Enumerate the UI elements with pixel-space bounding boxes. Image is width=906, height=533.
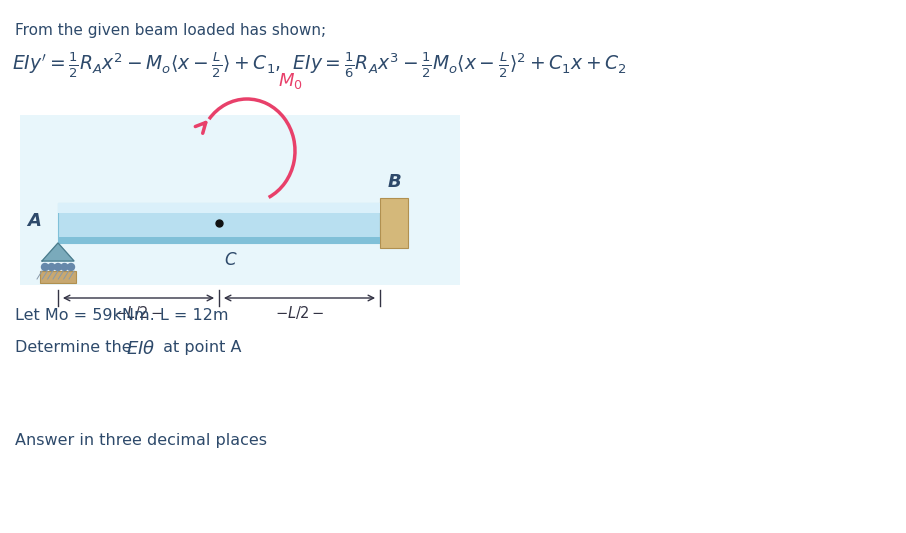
- Text: A: A: [27, 212, 41, 230]
- Bar: [58, 237, 380, 243]
- Text: $EIy' = \frac{1}{2}R_A x^2 - M_o\langle x - \frac{L}{2}\rangle + C_1$,  $EIy = \: $EIy' = \frac{1}{2}R_A x^2 - M_o\langle …: [12, 51, 627, 80]
- Polygon shape: [42, 243, 74, 261]
- Bar: [20, 115, 460, 285]
- Circle shape: [68, 263, 74, 271]
- Text: B: B: [387, 173, 400, 191]
- Text: $-L/2-$: $-L/2-$: [275, 304, 324, 321]
- Circle shape: [61, 263, 68, 271]
- Circle shape: [54, 263, 62, 271]
- Text: $-L/2-$: $-L/2-$: [113, 304, 163, 321]
- Bar: [380, 198, 408, 248]
- Bar: [58, 203, 380, 243]
- Text: $EI\theta$: $EI\theta$: [126, 340, 155, 358]
- Circle shape: [42, 263, 49, 271]
- Text: Determine the: Determine the: [15, 340, 137, 355]
- Text: at point A: at point A: [158, 340, 242, 355]
- Circle shape: [48, 263, 55, 271]
- Text: Let Mo = 59kNm. L = 12m: Let Mo = 59kNm. L = 12m: [15, 308, 228, 323]
- Text: Answer in three decimal places: Answer in three decimal places: [15, 433, 267, 448]
- Text: From the given beam loaded has shown;: From the given beam loaded has shown;: [15, 23, 326, 38]
- Bar: [40, 271, 76, 283]
- Text: $M_0$: $M_0$: [277, 71, 303, 91]
- Text: C: C: [224, 251, 236, 269]
- Bar: [58, 203, 380, 213]
